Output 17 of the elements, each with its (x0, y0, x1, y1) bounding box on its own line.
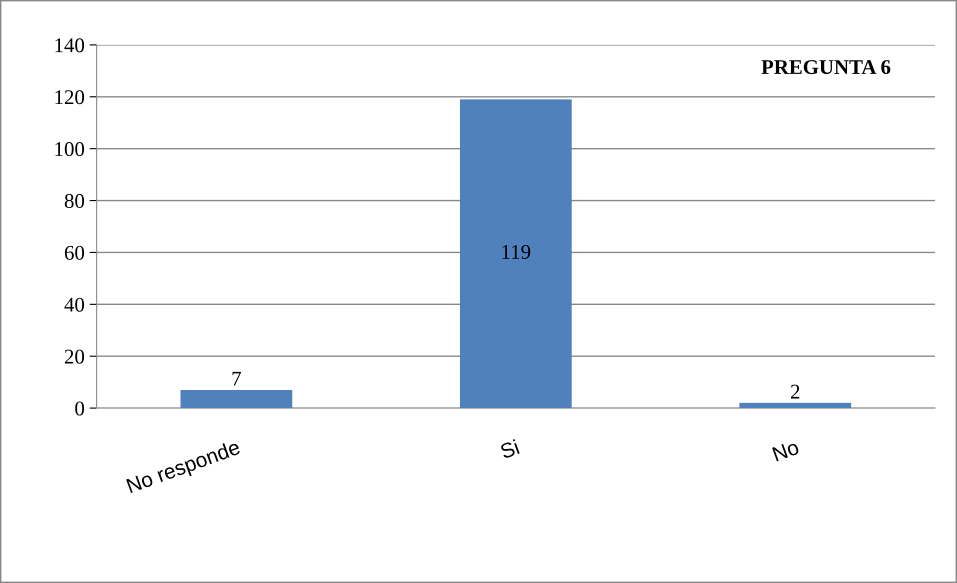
y-tick-label: 100 (55, 142, 84, 156)
bar (460, 99, 572, 408)
bar (180, 390, 292, 408)
y-tick-label: 140 (55, 38, 84, 52)
data-label: 2 (790, 384, 800, 398)
y-tick-label: 120 (55, 90, 84, 104)
y-tick-label: 60 (64, 246, 84, 260)
x-tick-label: No (772, 440, 800, 462)
data-label: 119 (502, 244, 530, 259)
data-label: 7 (232, 372, 241, 386)
y-tick-label: 40 (64, 298, 84, 312)
text: PREGUNTA 6 (761, 60, 890, 74)
y-tick-label: 20 (64, 350, 84, 364)
y-tick-label: 80 (64, 194, 84, 208)
x-tick-label: Si (499, 439, 520, 460)
y-tick-label: 0 (75, 401, 84, 416)
bar (739, 402, 852, 408)
